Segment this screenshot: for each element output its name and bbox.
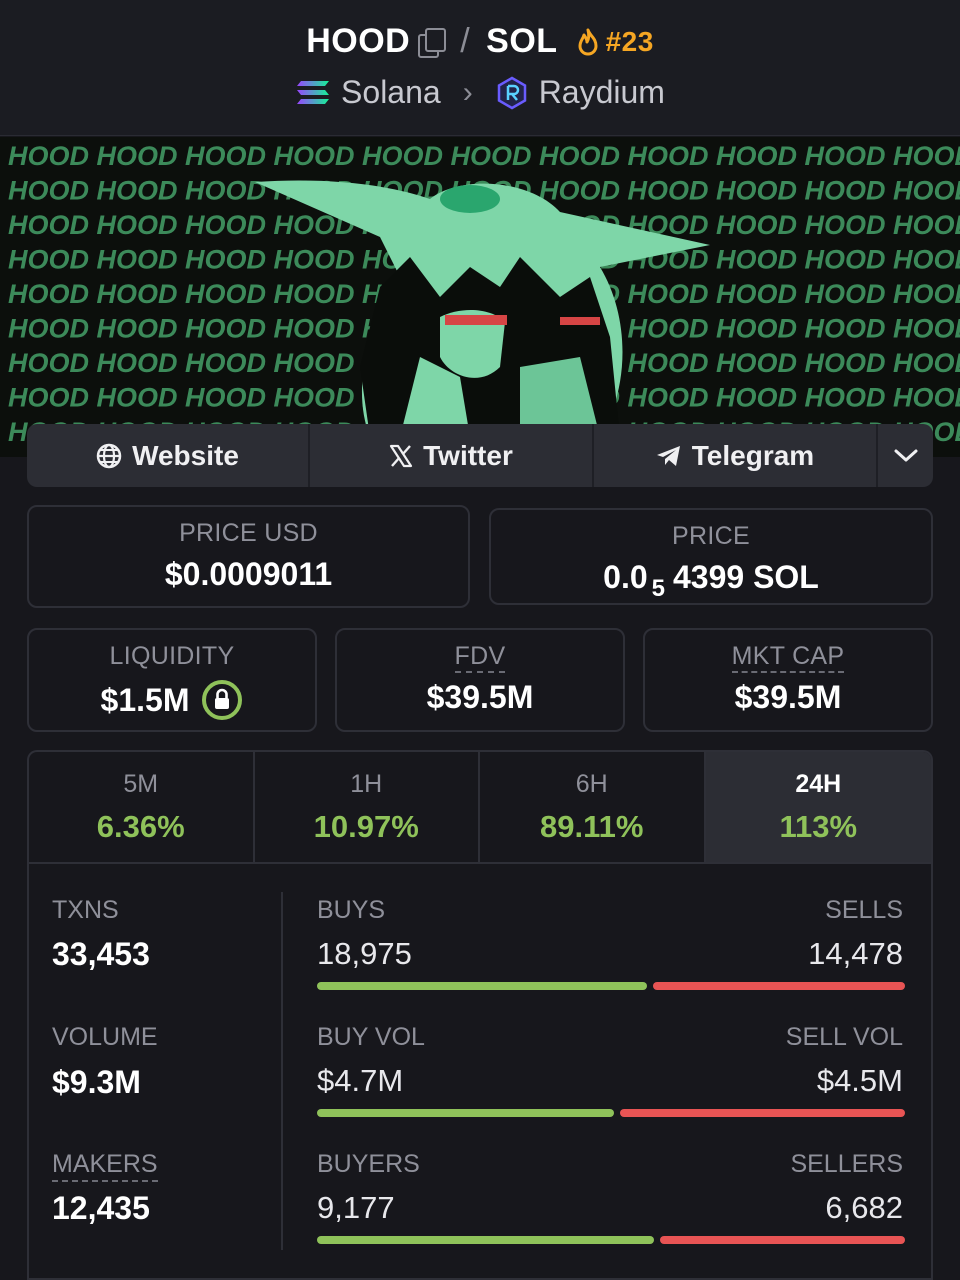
tab-24h-label: 24H [795,770,842,798]
liquidity-value-row: $1.5M [29,679,315,721]
sellers-bar [660,1236,905,1244]
sells-value: 14,478 [808,936,903,971]
fdv-label: FDV [454,642,506,673]
liquidity-value: $1.5M [100,681,190,718]
lock-icon[interactable] [201,679,243,721]
pair-title: HOOD / SOL #23 [0,22,960,61]
liquidity-label: LIQUIDITY [109,642,235,670]
fdv-value: $39.5M [426,679,534,715]
sell-vol-value: $4.5M [816,1063,903,1098]
buys-value: 18,975 [317,936,412,971]
price-native-label: PRICE [672,522,750,550]
token-banner-image: HOOD HOOD HOOD HOOD HOOD HOOD HOOD HOOD … [0,137,960,457]
trending-rank-badge[interactable]: #23 [576,26,654,58]
txns-value: 33,453 [52,936,150,972]
tab-1h-label: 1H [350,770,383,798]
x-logo-icon [390,444,413,467]
sells-bar [653,982,905,990]
buyers-bar [317,1236,654,1244]
website-button[interactable]: Website [27,424,310,487]
price-native-zero-count: 5 [651,575,665,602]
sellers-label: SELLERS [790,1150,903,1178]
price-usd-label: PRICE USD [179,519,318,547]
liquidity-card: LIQUIDITY $1.5M [27,628,317,732]
dex-name[interactable]: Raydium [538,74,665,110]
tab-5m[interactable]: 5M 6.36% [29,752,255,863]
social-links-bar: Website Twitter Telegram [27,424,933,487]
mkt-cap-card[interactable]: MKT CAP $39.5M [643,628,933,732]
banner-pattern-row: HOOD HOOD HOOD HOOD HOOD HOOD HOOD HOOD … [8,141,960,171]
tab-6h-change: 89.11% [540,809,644,844]
twitter-label: Twitter [423,439,513,471]
mkt-cap-label: MKT CAP [731,642,845,673]
sell-vol-bar [620,1109,905,1117]
price-native-prefix: 0.0 [603,559,648,595]
telegram-button[interactable]: Telegram [594,424,878,487]
tab-6h[interactable]: 6H 89.11% [480,752,706,863]
quote-token-symbol: SOL [486,22,558,60]
twitter-button[interactable]: Twitter [310,424,594,487]
volume-value: $9.3M [52,1064,141,1100]
tab-1h-change: 10.97% [313,809,419,844]
buy-vol-bar [317,1109,614,1117]
chevron-down-icon [894,449,917,461]
buyers-value: 9,177 [317,1190,395,1225]
tab-6h-label: 6H [575,770,608,798]
tab-5m-change: 6.36% [96,809,185,844]
txns-label: TXNS [52,896,119,924]
base-token-symbol: HOOD [306,22,411,60]
solana-icon [297,80,330,104]
price-usd-value: $0.0009011 [164,556,333,592]
tab-24h-change: 113% [779,809,858,844]
stats-divider [281,892,283,1250]
pair-header: HOOD / SOL #23 Solana › Raydium [0,0,960,136]
price-native-card: PRICE 0.0 5 4399 SOL [489,508,933,605]
buys-bar [317,982,647,990]
pair-separator: / [460,22,471,60]
price-native-unit: SOL [753,559,819,595]
copy-icon[interactable] [418,27,447,58]
more-links-button[interactable] [878,424,933,487]
sell-vol-label: SELL VOL [785,1023,903,1051]
price-native-value: 0.0 5 4399 SOL [491,559,931,602]
volume-label: VOLUME [52,1023,158,1051]
fdv-card[interactable]: FDV $39.5M [335,628,625,732]
website-label: Website [132,439,239,471]
telegram-label: Telegram [691,439,815,471]
chain-name[interactable]: Solana [341,74,441,110]
sells-label: SELLS [825,896,903,924]
tab-24h[interactable]: 24H 113% [705,752,931,863]
raydium-icon [497,76,526,109]
buys-label: BUYS [317,896,386,924]
buy-vol-value: $4.7M [317,1063,404,1098]
sellers-value: 6,682 [825,1190,903,1225]
trade-stats-panel: TXNS 33,453 VOLUME $9.3M MAKERS 12,435 B… [27,862,933,1280]
makers-value: 12,435 [52,1190,150,1226]
globe-icon [96,443,122,468]
period-tabs: 5M 6.36% 1H 10.97% 6H 89.11% 24H 113% [27,750,933,863]
flame-icon [578,28,598,55]
tab-1h[interactable]: 1H 10.97% [255,752,480,863]
chevron-right-icon: › [462,75,473,109]
price-native-digits: 4399 [672,559,745,595]
price-usd-card: PRICE USD $0.0009011 [27,505,470,608]
tab-5m-label: 5M [123,770,159,798]
makers-label[interactable]: MAKERS [52,1150,158,1182]
buy-vol-label: BUY VOL [317,1023,425,1051]
trending-rank: #23 [605,25,654,57]
telegram-icon [656,445,680,466]
buyers-label: BUYERS [317,1150,420,1178]
chain-breadcrumb: Solana › Raydium [0,74,960,111]
mkt-cap-value: $39.5M [734,679,842,715]
